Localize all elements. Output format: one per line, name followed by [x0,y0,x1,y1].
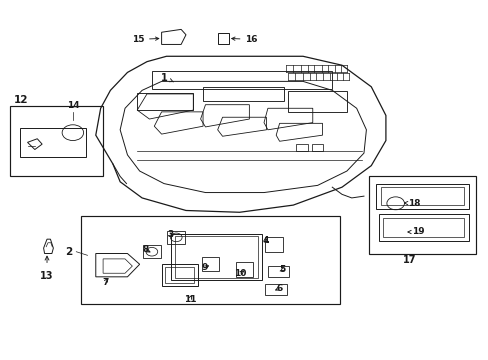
Text: 2: 2 [65,247,73,257]
Bar [368,176,475,253]
Bar [143,245,160,258]
Bar [375,184,468,209]
Bar [203,87,283,101]
Text: 4: 4 [262,237,268,246]
Bar [152,71,331,89]
Bar [201,257,219,271]
Bar [288,91,346,112]
Text: 6: 6 [275,284,282,293]
Text: 13: 13 [40,271,54,282]
Bar [235,262,253,277]
Text: 14: 14 [66,101,79,110]
Bar [167,231,184,244]
Text: 12: 12 [14,95,28,105]
Text: 17: 17 [402,255,415,265]
Bar [161,264,198,286]
Text: 11: 11 [183,294,196,303]
Bar [10,107,103,176]
Bar [175,236,258,278]
Text: 1: 1 [161,73,173,83]
Bar [81,216,339,304]
Text: 8: 8 [142,246,150,255]
Bar [296,144,307,151]
Text: 9: 9 [201,264,208,273]
Bar [137,93,193,110]
Text: 10: 10 [234,269,246,278]
Text: 3: 3 [167,230,173,239]
Bar [171,234,261,280]
Bar [311,144,323,151]
Text: 15: 15 [131,35,159,44]
Text: 16: 16 [231,35,258,44]
Text: 18: 18 [404,199,420,208]
Bar [264,237,282,252]
Text: 5: 5 [279,265,285,274]
Text: 7: 7 [102,278,108,287]
Bar [164,267,194,283]
Bar [378,214,468,241]
Text: 19: 19 [407,228,424,237]
